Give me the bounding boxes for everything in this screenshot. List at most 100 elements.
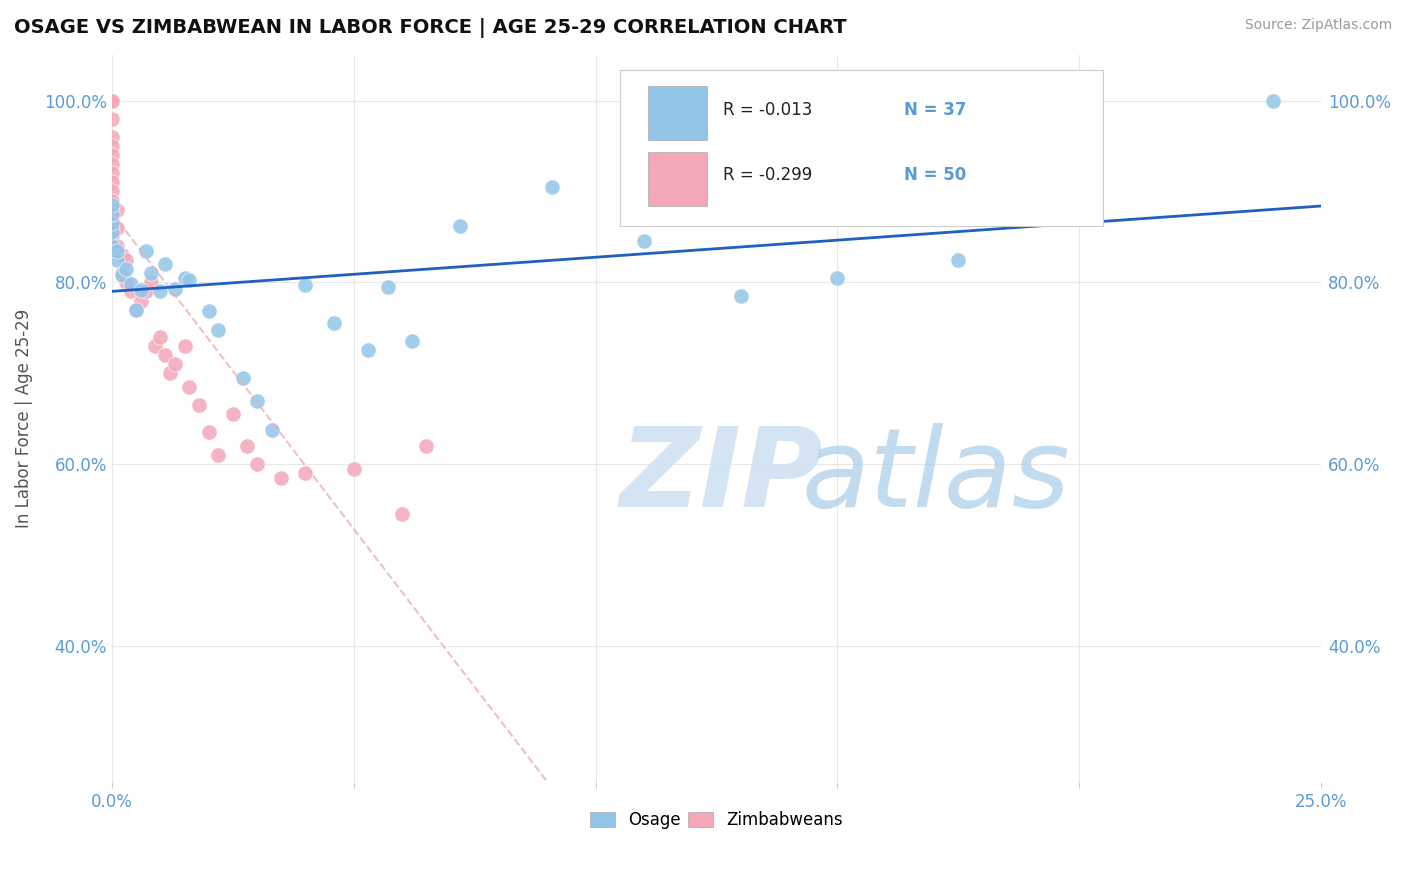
Point xyxy=(391,507,413,521)
Point xyxy=(260,423,283,437)
Point xyxy=(101,139,124,153)
Point xyxy=(163,357,186,371)
Point xyxy=(357,343,380,357)
Point xyxy=(207,323,229,337)
Point xyxy=(236,439,259,453)
Point xyxy=(246,393,269,408)
Point xyxy=(401,334,423,349)
Point xyxy=(101,94,124,108)
Point xyxy=(153,348,176,362)
Point xyxy=(120,277,142,292)
Point xyxy=(294,467,316,481)
Point xyxy=(101,175,124,189)
Point xyxy=(541,180,564,194)
Point xyxy=(995,202,1018,217)
Point xyxy=(415,439,437,453)
Point xyxy=(120,285,142,299)
Point xyxy=(159,366,181,380)
Point xyxy=(101,226,124,240)
Point xyxy=(101,220,124,235)
FancyBboxPatch shape xyxy=(648,87,707,140)
Point xyxy=(105,244,128,258)
Point xyxy=(101,198,124,212)
Point xyxy=(343,461,366,475)
Point xyxy=(222,407,245,421)
Point xyxy=(101,112,124,126)
Point xyxy=(101,207,124,221)
Text: N = 50: N = 50 xyxy=(904,166,966,184)
Point xyxy=(125,302,148,317)
Point xyxy=(139,276,162,290)
Y-axis label: In Labor Force | Age 25-29: In Labor Force | Age 25-29 xyxy=(15,310,32,528)
Point xyxy=(101,194,124,208)
Point xyxy=(135,244,157,258)
Point xyxy=(101,211,124,226)
Point xyxy=(377,280,399,294)
Point xyxy=(139,266,162,280)
Point xyxy=(207,448,229,462)
Point xyxy=(105,239,128,253)
Point xyxy=(115,276,138,290)
Point xyxy=(101,230,124,244)
Point xyxy=(101,185,124,199)
Point xyxy=(101,166,124,180)
Point xyxy=(105,202,128,217)
Point xyxy=(101,94,124,108)
Point xyxy=(246,457,269,471)
Point xyxy=(101,94,124,108)
Point xyxy=(232,371,254,385)
Point xyxy=(153,257,176,271)
Point xyxy=(173,270,195,285)
Point xyxy=(101,202,124,217)
Point xyxy=(101,148,124,162)
Point xyxy=(115,261,138,276)
Point xyxy=(323,316,346,330)
Point xyxy=(449,219,471,233)
Point xyxy=(115,252,138,267)
FancyBboxPatch shape xyxy=(620,70,1104,226)
Point xyxy=(179,273,201,287)
Point xyxy=(1261,94,1284,108)
Point xyxy=(948,252,970,267)
Point xyxy=(101,94,124,108)
Point xyxy=(827,270,849,285)
Point xyxy=(101,94,124,108)
Point xyxy=(129,293,152,308)
Point xyxy=(179,380,201,394)
Point xyxy=(188,398,211,412)
Point xyxy=(145,339,167,353)
Text: ZIP: ZIP xyxy=(620,424,824,531)
Point xyxy=(149,330,172,344)
Point xyxy=(633,235,655,249)
Point xyxy=(163,282,186,296)
Point xyxy=(101,216,124,230)
Text: R = -0.299: R = -0.299 xyxy=(723,166,811,184)
Point xyxy=(105,220,128,235)
Point xyxy=(101,239,124,253)
Point xyxy=(270,471,292,485)
Point xyxy=(129,283,152,297)
Point xyxy=(294,278,316,293)
Text: Source: ZipAtlas.com: Source: ZipAtlas.com xyxy=(1244,18,1392,32)
Point xyxy=(111,248,134,262)
Point xyxy=(173,339,195,353)
Point xyxy=(125,302,148,317)
Point xyxy=(730,289,752,303)
Text: atlas: atlas xyxy=(801,424,1070,531)
FancyBboxPatch shape xyxy=(648,152,707,206)
Legend: Osage, Zimbabweans: Osage, Zimbabweans xyxy=(583,805,849,836)
Point xyxy=(111,266,134,280)
Point xyxy=(149,285,172,299)
Point xyxy=(101,130,124,145)
Text: N = 37: N = 37 xyxy=(904,101,966,119)
Point xyxy=(111,268,134,282)
Text: R = -0.013: R = -0.013 xyxy=(723,101,811,119)
Point xyxy=(101,94,124,108)
Point xyxy=(101,157,124,171)
Text: OSAGE VS ZIMBABWEAN IN LABOR FORCE | AGE 25-29 CORRELATION CHART: OSAGE VS ZIMBABWEAN IN LABOR FORCE | AGE… xyxy=(14,18,846,37)
Point xyxy=(135,285,157,299)
Point xyxy=(105,252,128,267)
Point xyxy=(197,304,219,318)
Point xyxy=(101,239,124,253)
Point xyxy=(197,425,219,440)
